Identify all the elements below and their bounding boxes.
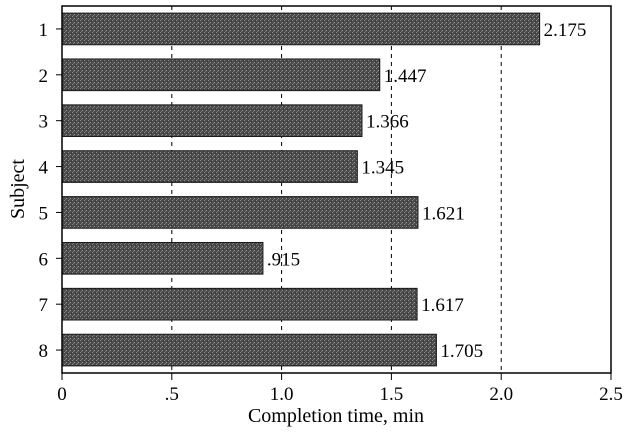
y-tick-label-2: 2 — [39, 66, 49, 87]
y-tick-label-3: 3 — [39, 112, 49, 133]
y-tick-label-7: 7 — [39, 295, 49, 316]
bar-subject-2 — [61, 58, 381, 92]
bar-value-label-6: .915 — [267, 249, 300, 270]
bar-value-label-5: 1.621 — [422, 203, 465, 224]
bar-subject-6 — [61, 241, 264, 275]
x-axis-title: Completion time, min — [248, 405, 424, 427]
x-tick-label-1: .5 — [165, 384, 179, 405]
bars-layer — [61, 12, 541, 367]
bar-value-label-4: 1.345 — [361, 158, 404, 179]
bar-subject-1 — [61, 12, 541, 46]
x-tick-label-4: 2.0 — [489, 384, 513, 405]
bar-subject-8 — [61, 333, 437, 367]
y-tick-label-8: 8 — [39, 341, 49, 362]
x-tick-label-2: 1.0 — [270, 384, 294, 405]
x-tick-label-0: 0 — [57, 384, 67, 405]
bar-subject-7 — [61, 287, 418, 321]
bar-subject-3 — [61, 104, 363, 138]
bar-subject-4 — [61, 150, 358, 183]
data-labels: 2.175 1.447 1.366 1.345 1.621 .915 1.617 1.705 — [267, 20, 586, 362]
plot-frame — [61, 5, 612, 374]
bar-value-label-2: 1.447 — [384, 66, 427, 87]
bar-value-label-3: 1.366 — [366, 112, 409, 133]
bar-value-label-7: 1.617 — [421, 295, 464, 316]
y-tick-label-6: 6 — [39, 249, 49, 270]
bar-subject-5 — [61, 196, 419, 229]
bar-value-label-8: 1.705 — [440, 341, 483, 362]
bar-value-label-1: 2.175 — [544, 20, 587, 41]
y-tick-label-5: 5 — [39, 203, 49, 224]
x-tick-label-3: 1.5 — [380, 384, 404, 405]
y-axis-title: Subject — [7, 159, 29, 219]
y-axis: 1 2 3 4 5 6 7 8 — [39, 20, 62, 362]
x-tick-label-5: 2.5 — [599, 384, 623, 405]
y-tick-label-1: 1 — [39, 20, 49, 41]
y-tick-label-4: 4 — [39, 158, 49, 179]
x-axis: 0 .5 1.0 1.5 2.0 2.5 — [57, 373, 623, 405]
